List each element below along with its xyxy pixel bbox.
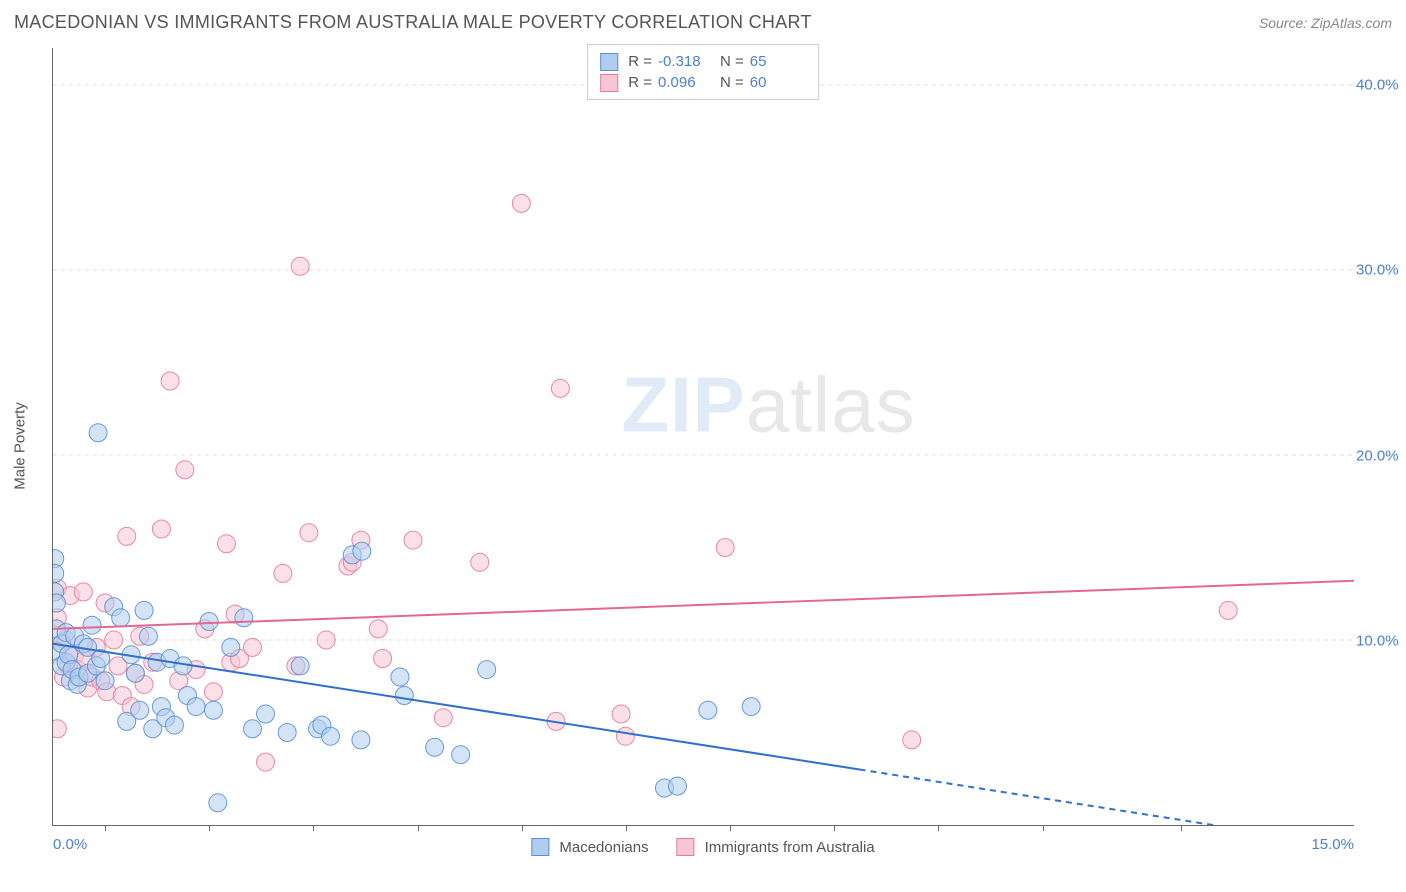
x-tick-mark — [834, 825, 835, 831]
legend-swatch — [531, 838, 549, 856]
x-tick-mark — [209, 825, 210, 831]
chart-svg — [53, 48, 1354, 825]
x-tick-mark — [522, 825, 523, 831]
x-tick-mark — [626, 825, 627, 831]
legend-correlation-row: R =-0.318N =65 — [600, 51, 806, 72]
chart-source: Source: ZipAtlas.com — [1259, 15, 1392, 31]
x-axis-max-label: 15.0% — [1311, 836, 1354, 853]
x-tick-mark — [1043, 825, 1044, 831]
y-axis-label: Male Poverty — [12, 402, 29, 490]
x-tick-mark — [105, 825, 106, 831]
x-tick-mark — [418, 825, 419, 831]
legend-series-item: Immigrants from Australia — [677, 838, 875, 856]
correlation-legend: R =-0.318N =65R =0.096N =60 — [587, 44, 819, 100]
y-tick-label: 30.0% — [1356, 262, 1404, 279]
plot-area: ZIPatlas 10.0%20.0%30.0%40.0% 0.0% 15.0% — [52, 48, 1354, 826]
x-axis-min-label: 0.0% — [53, 836, 87, 853]
x-tick-mark — [730, 825, 731, 831]
x-tick-mark — [313, 825, 314, 831]
y-tick-label: 10.0% — [1356, 632, 1404, 649]
y-tick-label: 20.0% — [1356, 447, 1404, 464]
legend-correlation-row: R =0.096N =60 — [600, 72, 806, 93]
chart-title: MACEDONIAN VS IMMIGRANTS FROM AUSTRALIA … — [14, 12, 812, 33]
legend-series-label: Macedonians — [559, 839, 648, 856]
legend-swatch — [600, 53, 618, 71]
x-tick-mark — [938, 825, 939, 831]
y-tick-label: 40.0% — [1356, 77, 1404, 94]
legend-swatch — [600, 74, 618, 92]
legend-swatch — [677, 838, 695, 856]
legend-series-label: Immigrants from Australia — [705, 839, 875, 856]
legend-series-item: Macedonians — [531, 838, 648, 856]
series-legend: Macedonians Immigrants from Australia — [531, 838, 874, 856]
x-tick-mark — [1181, 825, 1182, 831]
